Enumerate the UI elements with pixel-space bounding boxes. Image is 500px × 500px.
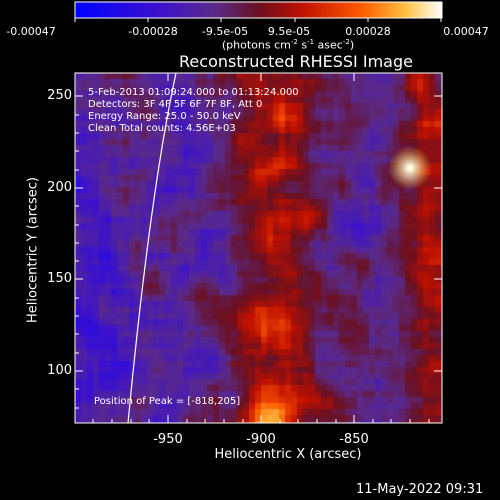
x-tick-label: -850: [339, 432, 369, 447]
y-tick-label: 200: [47, 180, 72, 195]
plot-title: Reconstructed RHESSI Image: [179, 52, 413, 71]
colorbar-tick-label: 0.00047: [443, 25, 489, 38]
colorbar-gradient: [74, 1, 443, 19]
annotation-detectors: Detectors: 3F 4F 5F 6F 7F 8F, Att 0: [88, 99, 263, 110]
rhessi-heatmap: [75, 73, 442, 423]
annotation-energy: Energy Range: 25.0 - 50.0 keV: [88, 111, 241, 122]
colorbar-tick-label: -0.00047: [6, 25, 56, 38]
y-tick-labels: 250 200 150 100: [30, 0, 72, 500]
y-tick-label: 250: [47, 88, 72, 103]
annotation-peak: Position of Peak = [-818,205]: [94, 396, 241, 407]
x-tick-label: -900: [246, 432, 276, 447]
x-axis-label: Heliocentric X (arcsec): [214, 447, 362, 462]
x-tick-label: -950: [153, 432, 183, 447]
plot-border: [74, 72, 443, 424]
annotation-clean: Clean Total counts: 4.56E+03: [88, 123, 236, 134]
solar-limb: [127, 73, 177, 423]
annotation-time: 5-Feb-2013 01:09:24.000 to 01:13:24.000: [88, 87, 299, 98]
y-axis-label: Heliocentric Y (arcsec): [25, 177, 41, 323]
colorbar-units: (photons cm-2 s-1 asec-2): [221, 38, 355, 52]
x-tickmarks: [92, 73, 430, 423]
plot-overlay: [127, 73, 177, 423]
colorbar-tick-label: 9.5e-05: [267, 25, 311, 38]
y-tickmarks: [75, 95, 442, 409]
date-stamp: 11-May-2022 09:31: [356, 482, 484, 497]
colorbar-tick-label: -0.00028: [128, 25, 178, 38]
y-tick-label: 100: [47, 363, 72, 378]
colorbar: [74, 1, 443, 22]
y-tick-label: 150: [47, 271, 72, 286]
colorbar-tick-label: 0.00028: [345, 25, 391, 38]
colorbar-tick-label: -9.5e-05: [201, 25, 249, 38]
colorbar-tickmarks: [74, 18, 442, 22]
heatmap-plot: 5-Feb-2013 01:09:24.000 to 01:13:24.000 …: [75, 73, 442, 423]
